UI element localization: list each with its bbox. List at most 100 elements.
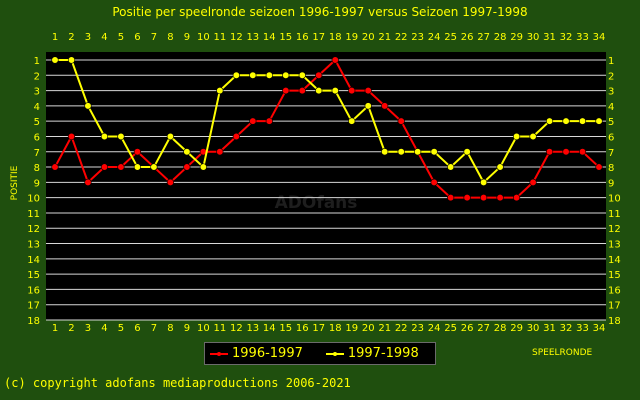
x-tick-label: 23 [411, 32, 424, 43]
x-tick-label: 22 [395, 323, 408, 334]
x-tick-label: 13 [246, 32, 259, 43]
x-tick-label: 26 [461, 32, 474, 43]
y-tick-label: 14 [27, 255, 40, 266]
x-tick-label: 4 [101, 32, 107, 43]
y-tick-label: 3 [608, 87, 614, 98]
y-tick-label: 10 [608, 194, 621, 205]
data-point-1996-1997 [298, 86, 306, 95]
y-tick-label: 13 [27, 240, 40, 251]
x-tick-label: 16 [296, 323, 309, 334]
data-point-1996-1997 [133, 148, 142, 156]
data-point-1997-1998 [67, 56, 76, 64]
y-tick-label: 10 [27, 194, 40, 205]
data-point-1997-1998 [348, 117, 356, 125]
data-point-1997-1998 [381, 148, 389, 156]
series-line-1996-1997 [54, 58, 600, 199]
data-point-1997-1998 [51, 56, 59, 64]
data-point-1997-1998 [166, 132, 174, 141]
data-point-1996-1997 [117, 163, 125, 171]
y-tick-label: 18 [608, 316, 621, 327]
y-tick-label: 17 [27, 301, 40, 312]
legend-yellow-marker-icon [325, 351, 344, 356]
data-point-1997-1998 [216, 86, 224, 95]
y-tick-label: 8 [608, 163, 614, 174]
x-tick-label: 28 [494, 32, 507, 43]
y-tick-label: 7 [34, 148, 40, 159]
data-point-1997-1998 [331, 86, 339, 95]
data-point-1996-1997 [430, 178, 438, 186]
x-tick-label: 5 [118, 32, 124, 43]
data-point-1996-1997 [562, 148, 570, 156]
x-tick-label: 10 [197, 32, 210, 43]
data-point-1996-1997 [265, 117, 273, 125]
data-point-1997-1998 [578, 117, 587, 125]
x-tick-label: 2 [68, 323, 74, 334]
data-point-1996-1997 [183, 163, 191, 171]
data-point-1997-1998 [133, 163, 142, 171]
y-tick-label: 4 [34, 102, 40, 113]
y-tick-label: 1 [34, 56, 40, 67]
y-tick-label: 13 [608, 240, 621, 251]
x-tick-label: 11 [213, 323, 226, 334]
y-tick-label: 12 [608, 224, 621, 235]
data-point-1997-1998 [496, 163, 504, 171]
x-tick-label: 18 [329, 323, 342, 334]
x-tick-label: 20 [362, 32, 375, 43]
data-point-1996-1997 [381, 102, 389, 110]
x-tick-label: 31 [543, 323, 556, 334]
data-point-1996-1997 [463, 194, 471, 202]
x-tick-label: 17 [312, 32, 325, 43]
y-tick-label: 15 [608, 270, 621, 281]
x-tick-label: 34 [593, 323, 606, 334]
plot-area [46, 52, 606, 320]
grid-lines [46, 59, 606, 321]
x-tick-label: 24 [428, 323, 441, 334]
y-tick-label: 2 [608, 71, 614, 82]
x-tick-label: 15 [279, 323, 292, 334]
data-point-1996-1997 [216, 148, 224, 156]
x-tick-label: 14 [263, 323, 276, 334]
x-tick-label: 8 [167, 32, 173, 43]
data-point-1996-1997 [67, 132, 76, 141]
data-point-1996-1997 [545, 148, 554, 156]
data-point-1996-1997 [447, 194, 455, 202]
data-point-1996-1997 [282, 86, 290, 95]
y-tick-label: 12 [27, 224, 40, 235]
x-tick-label: 6 [134, 32, 140, 43]
y-tick-label: 9 [608, 178, 614, 189]
x-tick-label: 26 [461, 323, 474, 334]
data-point-1997-1998 [84, 102, 92, 110]
data-point-1996-1997 [529, 178, 537, 186]
data-point-1997-1998 [117, 132, 125, 141]
x-tick-label: 10 [197, 323, 210, 334]
y-tick-label: 5 [34, 117, 40, 128]
data-point-1997-1998 [183, 148, 191, 156]
x-tick-label: 31 [543, 32, 556, 43]
chart-title: Positie per speelronde seizoen 1996-1997… [112, 5, 527, 19]
x-tick-label: 25 [444, 323, 457, 334]
copyright-text: (c) copyright adofans mediaproductions 2… [4, 376, 351, 390]
data-point-1997-1998 [430, 148, 438, 156]
legend: 1996-1997 1997-1998 [204, 342, 436, 365]
y-tick-label: 16 [608, 285, 621, 296]
data-point-1997-1998 [249, 71, 257, 79]
legend-item-1997: 1997-1998 [325, 346, 419, 361]
x-tick-label: 22 [395, 32, 408, 43]
x-tick-label: 3 [85, 32, 91, 43]
data-point-1997-1998 [447, 163, 455, 171]
y-tick-label: 9 [34, 178, 40, 189]
y-tick-label: 2 [34, 71, 40, 82]
data-point-1997-1998 [562, 117, 570, 125]
y-tick-label: 11 [27, 209, 40, 220]
data-point-1997-1998 [595, 117, 603, 125]
data-point-1997-1998 [480, 178, 488, 186]
x-tick-label: 33 [576, 32, 589, 43]
data-point-1997-1998 [298, 71, 306, 79]
data-point-1997-1998 [232, 71, 240, 79]
x-tick-label: 3 [85, 323, 91, 334]
x-tick-label: 4 [101, 323, 107, 334]
data-point-1996-1997 [578, 148, 587, 156]
x-tick-label: 34 [593, 32, 606, 43]
x-tick-label: 18 [329, 32, 342, 43]
